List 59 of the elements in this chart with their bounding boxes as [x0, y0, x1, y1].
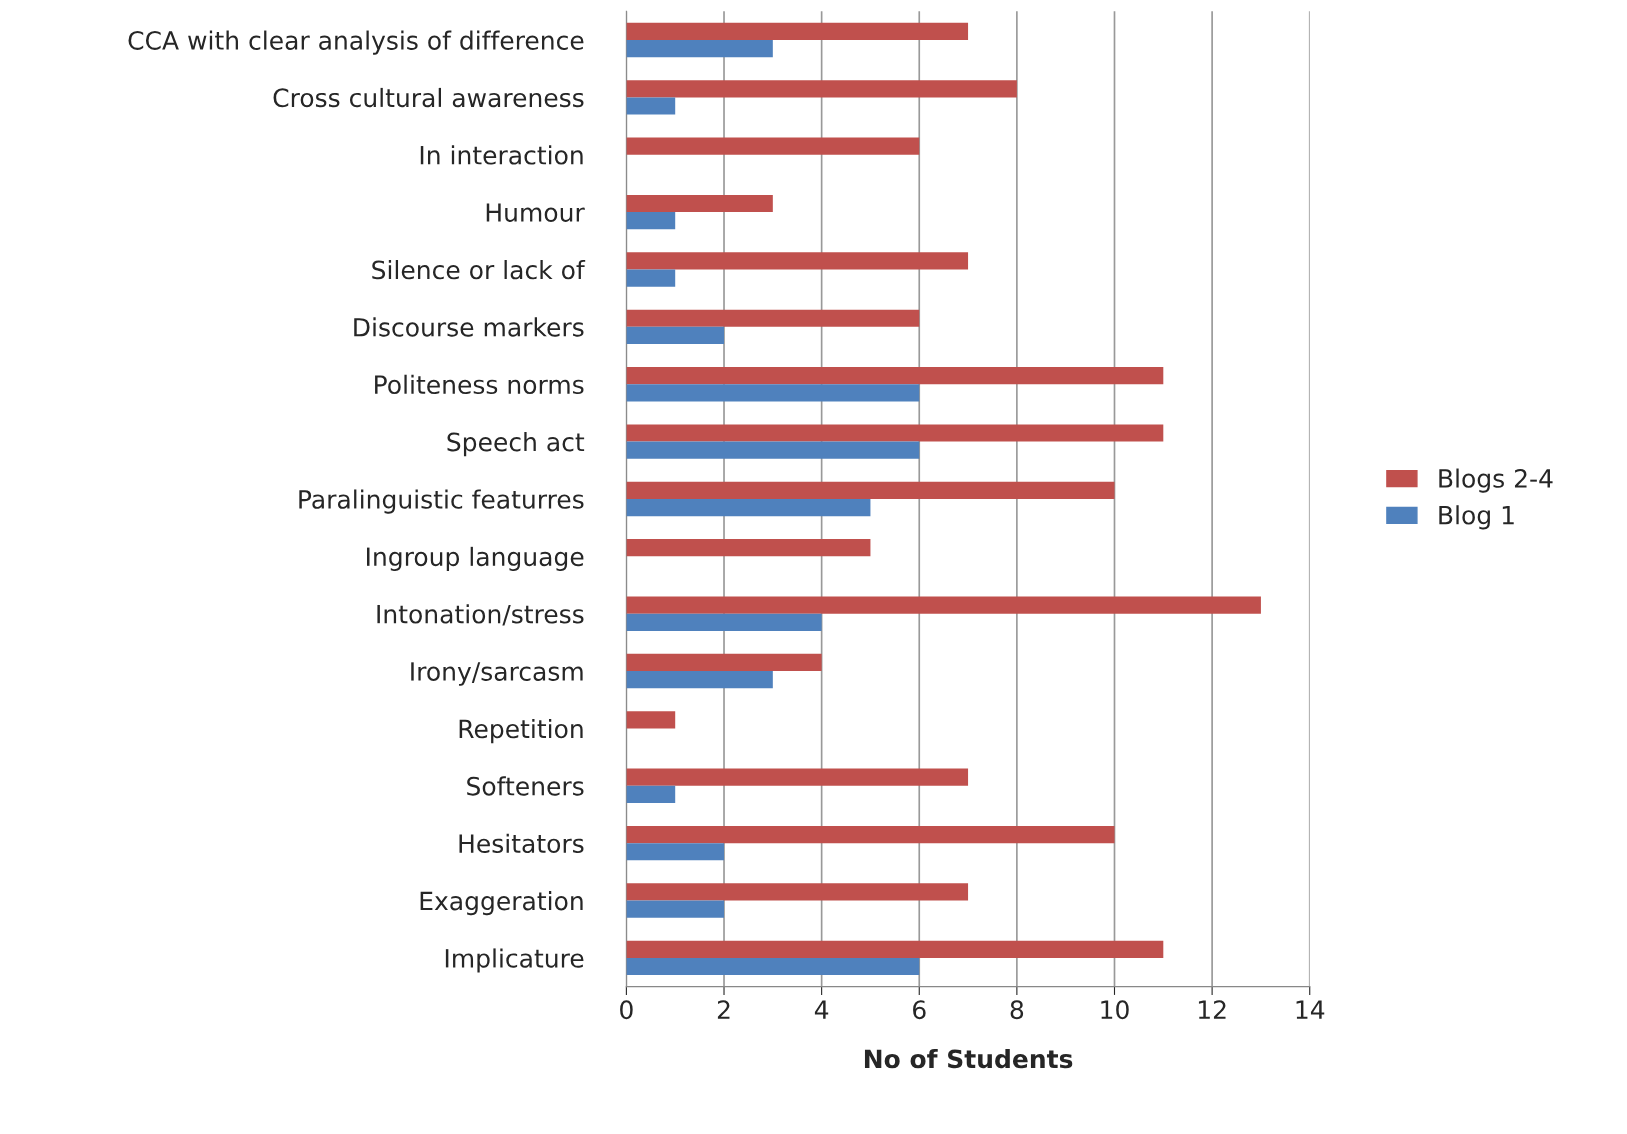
bar	[626, 768, 969, 786]
bar	[626, 539, 871, 557]
y-tick-label: Intonation/stress	[377, 604, 584, 626]
y-tick-label: Politeness norms	[375, 374, 584, 395]
bar	[626, 441, 920, 459]
y-tick-label: Softeners	[467, 776, 584, 796]
y-tick-label: Humour	[486, 203, 585, 222]
y-tick-label: Speech act	[447, 432, 585, 457]
bar	[626, 212, 676, 230]
y-tick-label: Irony/sarcasm	[411, 662, 583, 686]
bar	[626, 97, 676, 115]
bar	[626, 309, 920, 327]
bar	[626, 80, 1017, 98]
x-tick-label: 6	[913, 1000, 926, 1020]
bar	[626, 137, 920, 155]
y-tick-label: Ingroup language	[367, 546, 584, 572]
x-tick-label: 4	[814, 1000, 829, 1019]
bar	[626, 252, 969, 270]
bar	[626, 424, 1164, 442]
x-tick-label: 0	[620, 1000, 633, 1020]
x-tick-label: 10	[1101, 1000, 1129, 1020]
y-tick-label: Exaggeration	[420, 891, 583, 916]
x-tick-label: 8	[1010, 1000, 1024, 1020]
y-tick-label: Paralinguistic featurres	[299, 489, 584, 514]
bar	[626, 613, 822, 631]
bar	[626, 194, 773, 213]
y-tick-label: Hesitators	[459, 833, 584, 854]
y-tick-label: CCA with clear analysis of difference	[128, 30, 584, 55]
y-tick-label: Repetition	[459, 718, 583, 744]
bar	[626, 367, 1164, 385]
bar	[626, 498, 871, 517]
bar	[626, 671, 773, 689]
x-axis-title: No of Students	[864, 1048, 1073, 1069]
bar	[626, 825, 1115, 844]
y-tick-label: Discourse markers	[354, 317, 584, 337]
x-tick-label: 2	[717, 1000, 730, 1019]
bar	[626, 22, 969, 41]
bar	[626, 481, 1115, 499]
bar	[626, 883, 969, 901]
y-tick-label: Cross cultural awareness	[273, 87, 584, 108]
y-tick-label: Implicature	[445, 948, 584, 973]
bar	[626, 269, 676, 287]
bar	[626, 653, 822, 672]
legend-label: Blogs 2-4	[1439, 468, 1553, 493]
bar	[626, 711, 676, 729]
bar	[626, 843, 725, 861]
legend-label: Blog 1	[1439, 505, 1514, 530]
bar	[626, 957, 920, 976]
y-tick-label: In interaction	[420, 145, 583, 165]
x-tick-label: 12	[1198, 1000, 1226, 1019]
bar	[626, 596, 1261, 614]
bar	[626, 900, 725, 918]
y-tick-label: Silence or lack of	[372, 259, 586, 280]
bar	[626, 384, 920, 402]
bar	[626, 40, 773, 58]
x-tick-label: 14	[1296, 1000, 1325, 1019]
bar	[626, 940, 1164, 958]
bar	[626, 326, 725, 345]
bar	[626, 785, 676, 804]
